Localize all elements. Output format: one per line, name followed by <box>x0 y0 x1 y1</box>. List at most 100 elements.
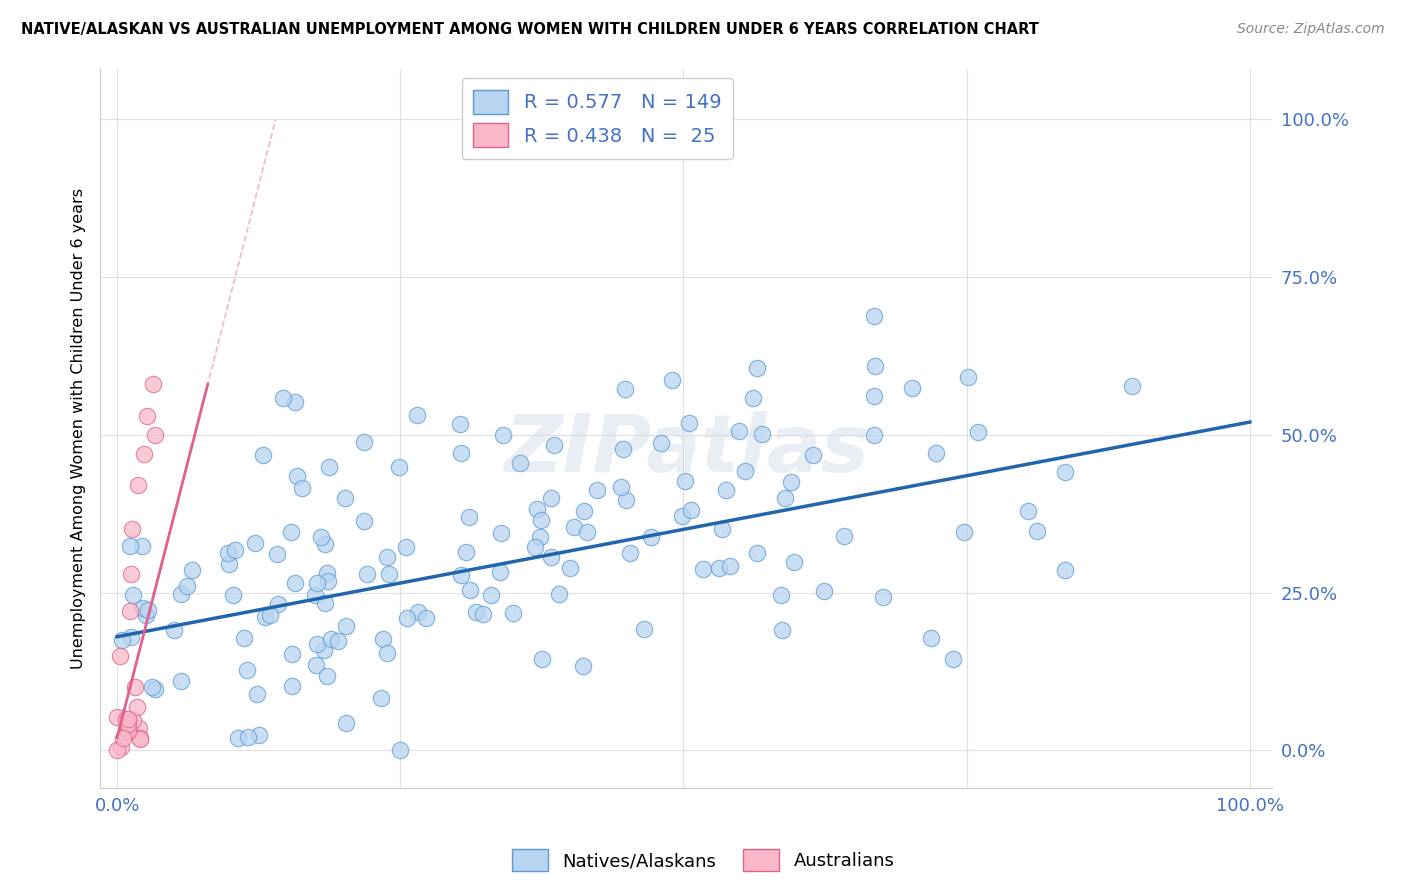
Point <box>952 524 974 539</box>
Point <box>619 546 641 560</box>
Point <box>218 557 240 571</box>
Point <box>129 731 152 746</box>
Point <box>280 679 302 693</box>
Point <box>124 680 146 694</box>
Point <box>141 680 163 694</box>
Point <box>131 539 153 553</box>
Text: NATIVE/ALASKAN VS AUSTRALIAN UNEMPLOYMENT AMONG WOMEN WITH CHILDREN UNDER 6 YEAR: NATIVE/ALASKAN VS AUSTRALIAN UNEMPLOYMEN… <box>21 22 1039 37</box>
Point <box>375 646 398 660</box>
Point <box>316 574 339 588</box>
Point <box>450 568 472 582</box>
Point <box>548 587 571 601</box>
Point <box>120 604 142 618</box>
Y-axis label: Unemployment Among Women with Children Under 6 years: Unemployment Among Women with Children U… <box>72 188 86 669</box>
Point <box>661 373 683 387</box>
Point <box>125 699 148 714</box>
Point <box>353 435 375 450</box>
Point <box>747 361 769 376</box>
Point <box>235 663 257 677</box>
Point <box>727 425 749 439</box>
Point <box>415 611 437 625</box>
Point <box>872 590 894 604</box>
Point <box>769 588 792 602</box>
Point <box>266 547 288 561</box>
Point <box>285 468 308 483</box>
Point <box>319 632 342 646</box>
Point <box>110 739 132 754</box>
Point <box>540 550 562 565</box>
Point <box>142 377 165 392</box>
Point <box>388 459 411 474</box>
Point <box>120 630 142 644</box>
Point <box>128 731 150 746</box>
Point <box>509 456 531 470</box>
Point <box>145 682 167 697</box>
Point <box>222 588 245 602</box>
Point <box>143 427 166 442</box>
Point <box>246 687 269 701</box>
Point <box>523 540 546 554</box>
Point <box>305 657 328 672</box>
Point <box>832 529 855 543</box>
Point <box>318 460 340 475</box>
Point <box>1026 524 1049 538</box>
Point <box>117 717 139 731</box>
Point <box>610 480 633 494</box>
Point <box>111 632 134 647</box>
Point <box>449 417 471 432</box>
Point <box>118 724 141 739</box>
Point <box>305 637 328 651</box>
Point <box>291 481 314 495</box>
Point <box>406 605 429 619</box>
Point <box>640 530 662 544</box>
Point <box>253 610 276 624</box>
Point <box>773 491 796 505</box>
Point <box>572 658 595 673</box>
Point <box>540 491 562 506</box>
Point <box>1054 465 1077 479</box>
Legend: R = 0.577   N = 149, R = 0.438   N =  25: R = 0.577 N = 149, R = 0.438 N = 25 <box>461 78 733 159</box>
Point <box>779 475 801 489</box>
Point <box>745 546 768 560</box>
Point <box>120 566 142 581</box>
Point <box>377 567 399 582</box>
Point <box>488 565 510 579</box>
Point <box>751 426 773 441</box>
Point <box>734 464 756 478</box>
Point <box>117 724 139 739</box>
Point <box>353 514 375 528</box>
Point <box>862 309 884 323</box>
Point <box>472 607 495 621</box>
Point <box>673 474 696 488</box>
Point <box>671 508 693 523</box>
Point <box>956 369 979 384</box>
Point <box>530 513 553 527</box>
Point <box>217 546 239 560</box>
Point <box>115 712 138 726</box>
Point <box>1121 379 1143 393</box>
Point <box>117 712 139 726</box>
Point <box>259 607 281 622</box>
Point <box>176 579 198 593</box>
Point <box>284 576 307 591</box>
Point <box>678 417 700 431</box>
Point <box>576 525 599 540</box>
Point <box>315 669 337 683</box>
Point <box>247 728 270 742</box>
Point <box>328 633 350 648</box>
Point <box>281 647 304 661</box>
Point <box>863 389 886 403</box>
Point <box>395 611 418 625</box>
Point <box>356 566 378 581</box>
Point <box>783 555 806 569</box>
Point <box>863 428 886 442</box>
Point <box>132 447 155 461</box>
Point <box>232 631 254 645</box>
Point <box>131 601 153 615</box>
Point <box>238 730 260 744</box>
Point <box>458 582 481 597</box>
Point <box>136 603 159 617</box>
Point <box>108 648 131 663</box>
Point <box>526 502 548 516</box>
Point <box>243 536 266 550</box>
